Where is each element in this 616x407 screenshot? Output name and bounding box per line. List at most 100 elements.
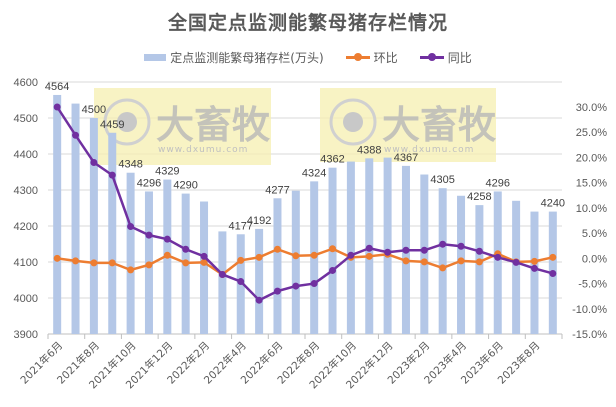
watermark-logo-icon [103, 98, 151, 146]
bar [438, 188, 447, 334]
series-point [457, 242, 465, 250]
data-label: 4305 [430, 174, 454, 186]
data-label: 4324 [302, 167, 326, 179]
series-point [163, 235, 171, 243]
bar [218, 231, 227, 334]
legend-line-swatch [419, 53, 444, 61]
legend: 定点监测能繁母猪存栏(万头) 环比 同比 [0, 49, 616, 66]
right-axis-tick: 0.0% [582, 253, 607, 265]
series-point [200, 252, 208, 260]
watermark-logo-dot [343, 112, 363, 132]
bar [475, 205, 484, 334]
legend-label: 定点监测能繁母猪存栏(万头) [170, 51, 324, 65]
series-point [72, 257, 80, 265]
series-point [182, 245, 190, 253]
bar [53, 94, 62, 335]
series-point [310, 280, 318, 288]
watermark-text: 大畜牧 [156, 103, 271, 147]
series-point [90, 158, 98, 166]
series-point [90, 259, 98, 267]
series-point [292, 252, 300, 260]
chart-title: 全国定点监测能繁母猪存栏情况 [167, 12, 448, 34]
bar [71, 103, 80, 334]
series-point [402, 246, 410, 254]
series-point [292, 282, 300, 290]
bar [291, 190, 300, 334]
left-axis-tick: 4500 [14, 113, 38, 125]
series-line [57, 247, 554, 276]
data-label: 4296 [137, 177, 161, 189]
series-point [273, 245, 281, 253]
data-label: 4500 [82, 104, 106, 116]
series-point [237, 256, 245, 264]
bar [346, 161, 355, 334]
watermark-logo-dot [117, 112, 137, 132]
right-axis-tick: -10.0% [572, 304, 607, 316]
data-label: 4459 [100, 119, 124, 131]
series-point [145, 261, 153, 269]
series-point [420, 246, 428, 254]
data-label: 4296 [486, 177, 510, 189]
series-point [127, 266, 135, 274]
series-point [200, 258, 208, 266]
series-point [402, 257, 410, 265]
bar [530, 211, 539, 334]
series-point [439, 240, 447, 248]
data-label: 4348 [118, 159, 142, 171]
series-point [273, 287, 281, 295]
data-label: 4258 [467, 191, 491, 203]
series-point [53, 254, 61, 262]
series-point [108, 171, 116, 179]
series-point [108, 259, 116, 267]
series-point [255, 296, 263, 304]
data-label: 4290 [173, 180, 197, 192]
series-point [72, 131, 80, 139]
left-axis-tick: 4000 [14, 293, 38, 305]
series-point [329, 245, 337, 253]
legend-label: 环比 [373, 51, 398, 65]
bar [383, 157, 392, 334]
right-axis-tick: 10.0% [576, 203, 607, 215]
bar [126, 172, 135, 334]
data-label: 4240 [541, 198, 565, 210]
series-point [549, 269, 557, 277]
bar [108, 132, 117, 334]
left-axis-tick: 4100 [14, 257, 38, 269]
data-label: 4388 [357, 144, 381, 156]
right-axis-tick: 5.0% [582, 228, 607, 240]
left-axis-tick: 4600 [14, 77, 38, 89]
series-point [475, 258, 483, 266]
bar [512, 200, 521, 334]
watermark-text: 大畜牧 [382, 103, 497, 147]
bar [200, 201, 209, 334]
series-point [218, 270, 226, 278]
series-point [530, 257, 538, 265]
series-point [475, 247, 483, 255]
data-label: 4362 [320, 154, 344, 166]
series-line [56, 106, 554, 302]
right-axis-tick: 15.0% [576, 178, 607, 190]
series-point [439, 264, 447, 272]
left-axis-tick: 4200 [14, 221, 38, 233]
data-label: 4177 [229, 220, 253, 232]
watermark-url: www.dxumu.com [384, 145, 474, 155]
data-label: 4192 [247, 215, 271, 227]
legend-label: 同比 [447, 51, 472, 65]
series-point [549, 253, 557, 261]
series-point [127, 223, 135, 231]
bar [273, 198, 282, 334]
series-point [494, 253, 502, 261]
bar [457, 195, 466, 334]
right-axis-tick: -15.0% [572, 329, 607, 341]
watermark-url: www.dxumu.com [158, 145, 248, 155]
series-point [53, 103, 61, 111]
data-label: 4367 [394, 152, 418, 164]
left-axis-tick: 4400 [14, 149, 38, 161]
legend-item-mom: 环比 [345, 49, 398, 66]
series-point [182, 259, 190, 267]
left-axis-tick: 3900 [14, 329, 38, 341]
series-point [420, 258, 428, 266]
series-point [347, 251, 355, 259]
legend-item-yoy: 同比 [419, 49, 472, 66]
